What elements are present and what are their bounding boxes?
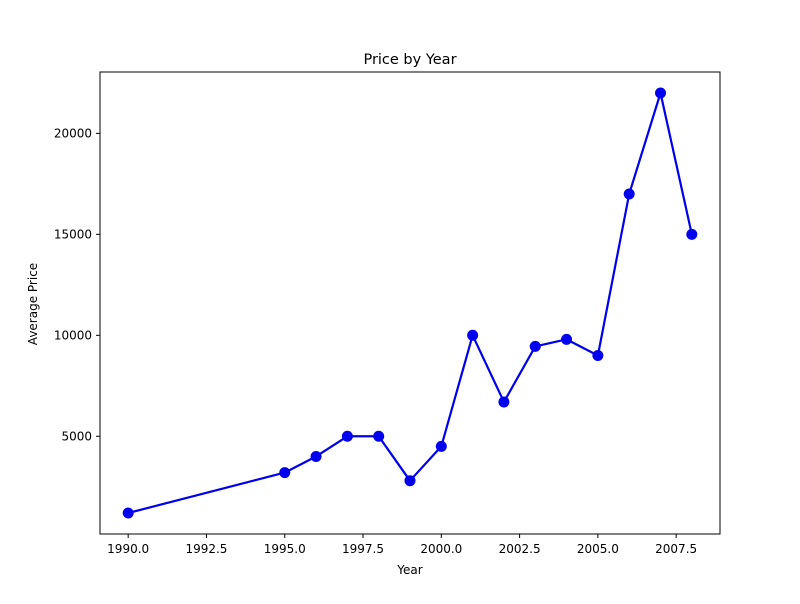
x-tick-label: 1990.0 <box>107 542 149 556</box>
data-point <box>435 440 447 452</box>
data-point <box>467 329 479 341</box>
data-point <box>592 350 604 361</box>
data-point <box>623 188 635 200</box>
plot-frame <box>99 71 721 535</box>
y-tick-label: 5000 <box>61 429 92 443</box>
data-point <box>341 430 353 442</box>
data-point <box>686 228 698 240</box>
y-tick-label: 15000 <box>54 227 92 241</box>
chart-title: Price by Year <box>363 52 456 68</box>
y-axis-label: Average Price <box>26 263 40 345</box>
data-point <box>310 450 322 462</box>
data-point <box>498 396 510 408</box>
x-tick-label: 2000.0 <box>420 542 462 556</box>
data-point <box>404 475 416 487</box>
data-point <box>122 507 134 519</box>
x-tick-label: 2007.5 <box>655 542 697 556</box>
y-tick-label: 10000 <box>54 328 92 342</box>
x-tick-label: 1997.5 <box>342 542 384 556</box>
data-point <box>373 430 385 442</box>
x-tick-label: 2002.5 <box>499 542 541 556</box>
plot-area: 1990.0 1992.5 1995.0 1997.5 2000.0 2002.5 2005… <box>54 71 721 556</box>
data-point <box>279 467 291 479</box>
data-point <box>561 333 573 345</box>
series-line <box>127 91 693 515</box>
data-point <box>529 340 541 352</box>
x-tick-label: 1992.5 <box>185 542 227 556</box>
data-point <box>655 87 667 99</box>
x-tick-label: 1995.0 <box>264 542 306 556</box>
x-tick-label: 2005.0 <box>577 542 619 556</box>
y-tick-label: 20000 <box>54 126 92 140</box>
x-axis-label: Year <box>396 563 422 577</box>
